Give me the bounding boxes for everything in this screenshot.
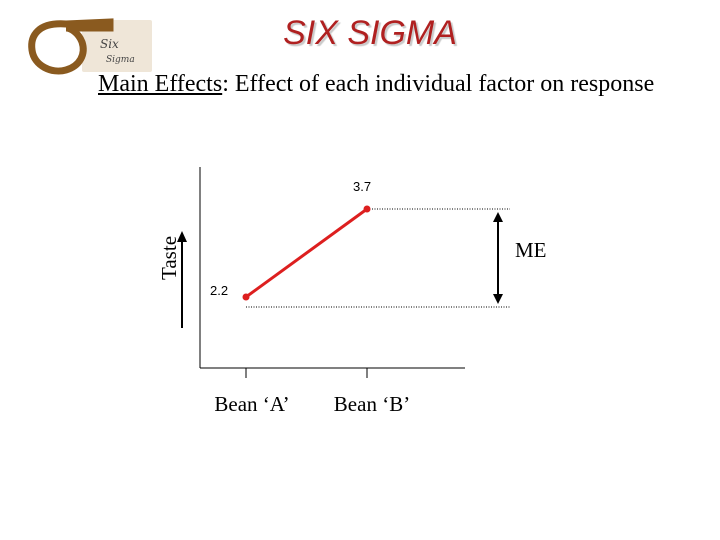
x-tick-label-bean-a: Bean ‘A’ [214, 392, 289, 416]
logo-text-sigma: Sigma [106, 55, 135, 65]
data-point-bean-a [242, 293, 250, 301]
main-effect-label: ME [515, 238, 547, 262]
main-effect-arrow-head-top [493, 212, 503, 222]
slide-title: SIX SIGMA [283, 14, 457, 52]
logo-text-six: Six [100, 37, 119, 51]
subtitle-rest: : Effect of each individual factor on re… [222, 71, 655, 97]
series-line [245, 207, 368, 299]
subtitle: Main Effects: Effect of each individual … [98, 71, 654, 98]
y-axis-label: Taste [157, 236, 181, 280]
subtitle-emphasis: Main Effects [98, 71, 223, 97]
x-tick-label-bean-b: Bean ‘B’ [334, 392, 410, 416]
six-sigma-logo: Six Sigma [26, 14, 154, 78]
main-effect-arrow-head-bottom [493, 294, 503, 304]
y-arrow-head [177, 231, 187, 242]
data-label-bean-b: 3.7 [353, 179, 371, 194]
data-point-bean-b [363, 205, 371, 213]
data-label-bean-a: 2.2 [210, 283, 228, 298]
